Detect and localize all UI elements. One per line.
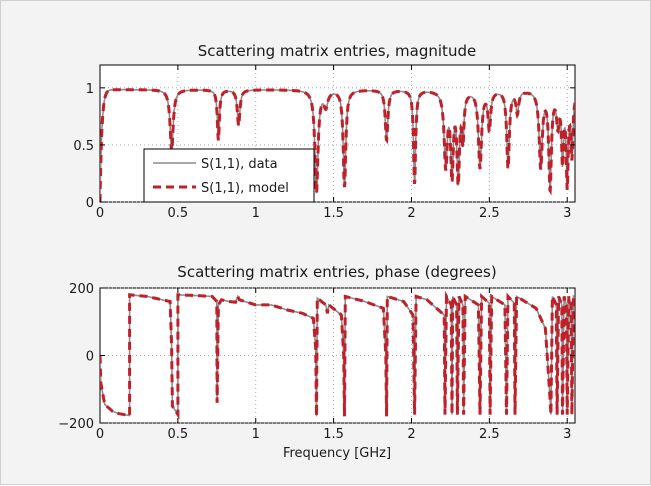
phase-lines — [100, 290, 575, 420]
x-tick-label: 0 — [96, 427, 104, 442]
y-tick-label: −200 — [58, 417, 94, 432]
x-tick-label: 0.5 — [168, 427, 189, 442]
magnitude-panel: 0 0.5 1 1.5 2 2.5 3 0 0.5 1 Scattering matrix ent… — [73, 42, 576, 221]
y-tick-label: 0 — [86, 350, 94, 365]
y-tick-label: 1 — [86, 82, 94, 97]
x-tick-label: 2.5 — [479, 206, 500, 221]
x-tick-label: 0 — [96, 206, 104, 221]
x-tick-label: 1 — [252, 427, 260, 442]
x-tick-label: 3 — [563, 427, 571, 442]
magnitude-lines — [100, 88, 575, 202]
series-line-model — [100, 290, 575, 420]
y-tick-label: 0.5 — [73, 139, 94, 154]
y-tick-label: 0 — [86, 196, 94, 211]
legend: S(1,1), data S(1,1), model — [143, 148, 315, 203]
y-tick-label: 200 — [69, 282, 94, 297]
magnitude-ticks: 0 0.5 1 1.5 2 2.5 3 0 0.5 1 — [73, 65, 575, 221]
x-tick-label: 2.5 — [479, 427, 500, 442]
series-line-model — [100, 88, 575, 202]
legend-label-data: S(1,1), data — [201, 157, 278, 172]
magnitude-grid — [100, 65, 575, 203]
x-tick-label: 2 — [407, 427, 415, 442]
phase-xlabel: Frequency [GHz] — [283, 446, 391, 461]
x-tick-label: 1.5 — [323, 206, 344, 221]
legend-label-model: S(1,1), model — [201, 181, 289, 196]
legend-box — [143, 148, 315, 203]
x-tick-label: 3 — [563, 206, 571, 221]
x-tick-label: 1 — [252, 206, 260, 221]
magnitude-title: Scattering matrix entries, magnitude — [198, 42, 476, 60]
x-tick-label: 1.5 — [323, 427, 344, 442]
phase-title: Scattering matrix entries, phase (degree… — [177, 263, 496, 281]
x-tick-label: 2 — [407, 206, 415, 221]
x-tick-label: 0.5 — [168, 206, 189, 221]
